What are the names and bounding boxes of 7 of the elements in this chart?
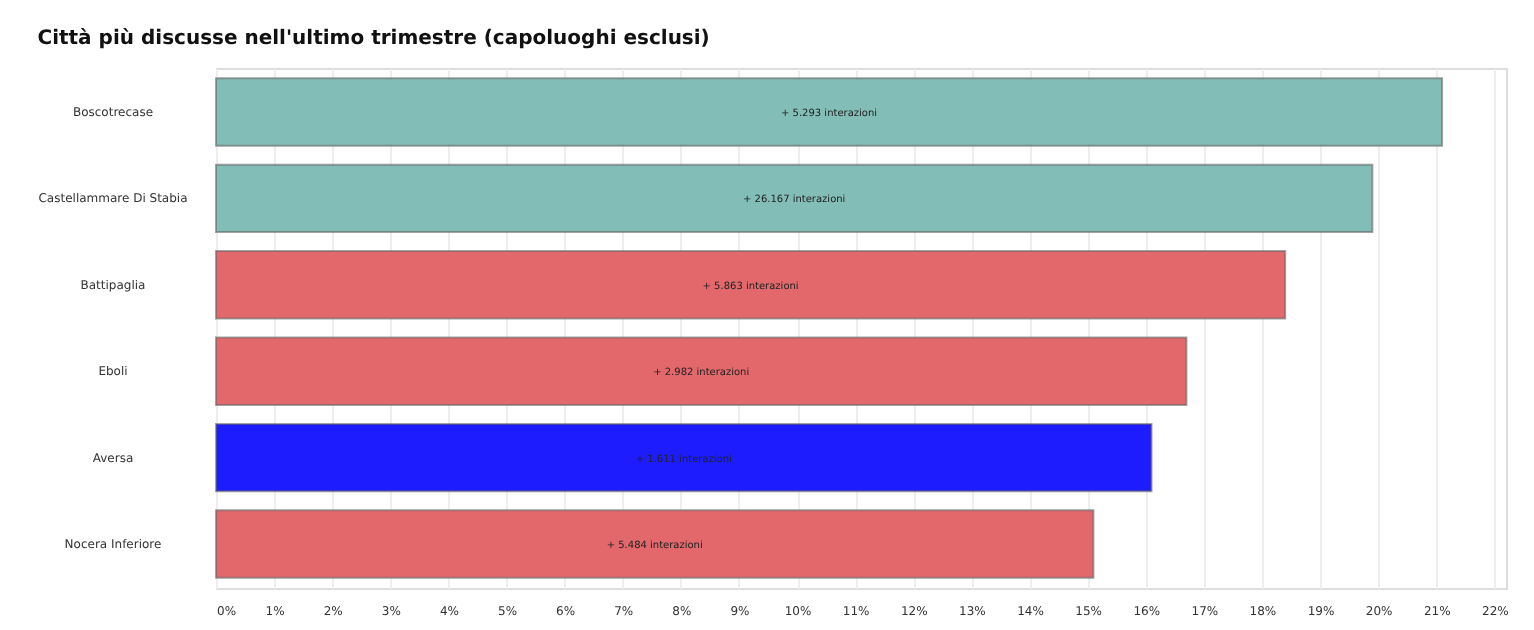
bar [215, 77, 1444, 147]
bar [215, 336, 1188, 406]
bar [215, 250, 1287, 320]
bar [215, 509, 1095, 579]
bar [215, 422, 1153, 493]
chart-title: Città più discusse nell'ultimo trimestre (capoluoghi esclusi) [37, 28, 710, 50]
bar [215, 163, 1374, 234]
